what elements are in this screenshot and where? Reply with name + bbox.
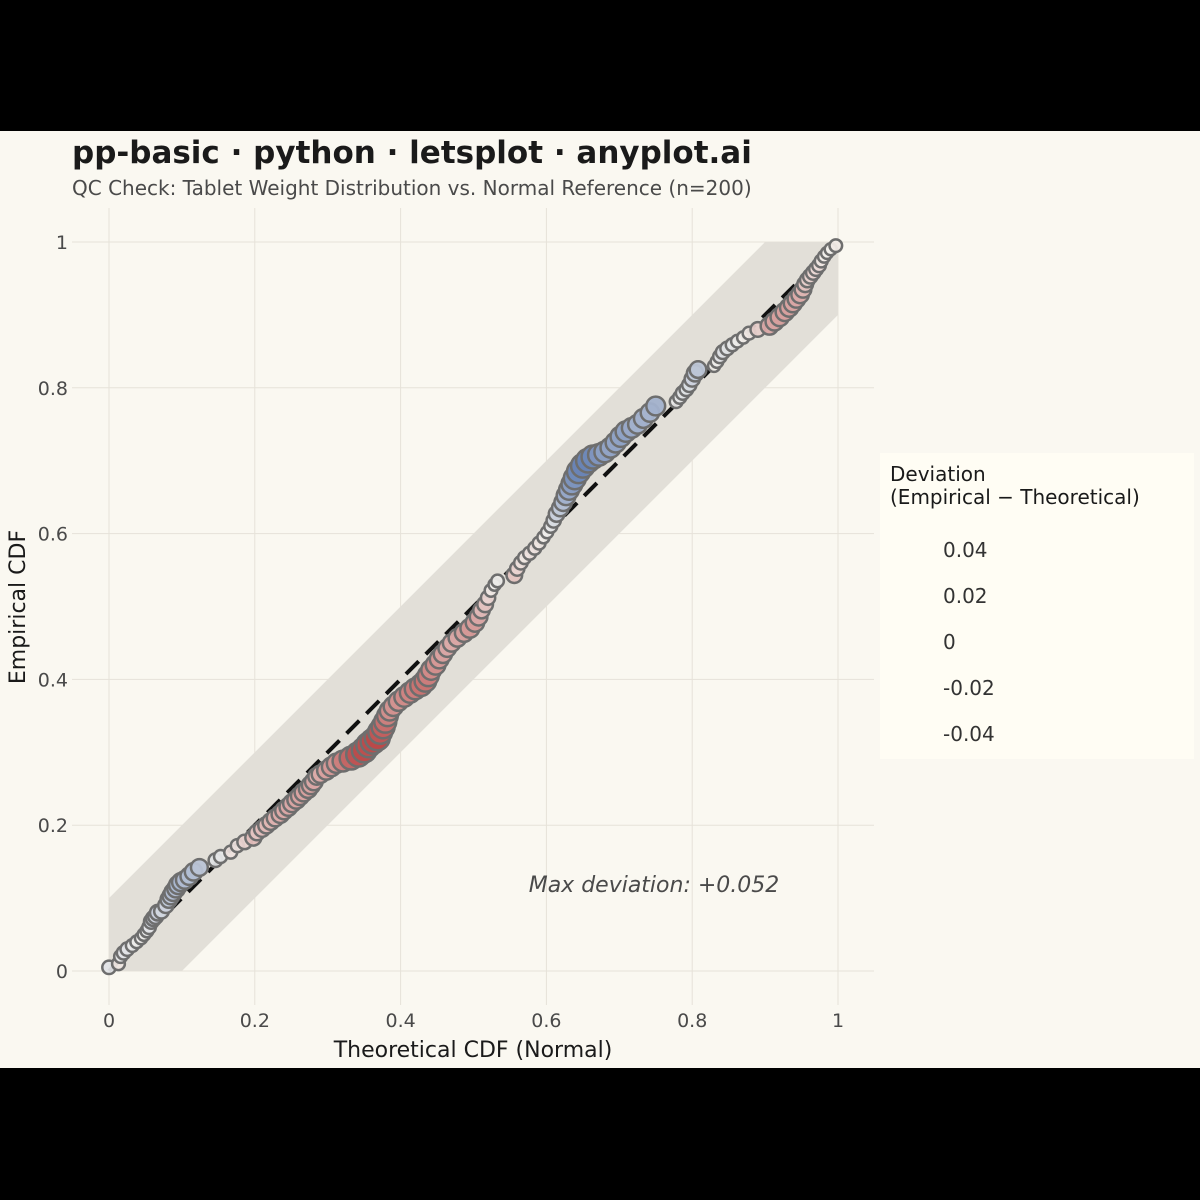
legend-title: Deviation (Empirical − Theoretical): [890, 463, 1140, 509]
legend-title-line2: (Empirical − Theoretical): [890, 485, 1140, 509]
x-axis-ticks: 0 0.2 0.4 0.6 0.8 1: [103, 1010, 844, 1032]
y-tick-label: 0.8: [38, 378, 68, 400]
x-tick-label: 0.6: [531, 1010, 561, 1032]
y-tick-label: 0.2: [38, 815, 68, 837]
data-points: [101, 238, 844, 976]
legend-title-line1: Deviation: [890, 462, 986, 486]
legend-label-0-02: 0.02: [943, 584, 988, 608]
x-tick-label: 0.8: [677, 1010, 707, 1032]
legend-label-neg-0-02: -0.02: [943, 676, 995, 700]
y-tick-label: 1: [56, 232, 68, 254]
y-tick-label: 0.6: [38, 524, 68, 546]
data-point: [189, 857, 210, 878]
data-point: [645, 395, 667, 417]
legend-label-0-04: 0.04: [943, 538, 988, 562]
max-deviation-annotation: Max deviation: +0.052: [529, 873, 780, 898]
y-tick-label: 0.4: [38, 669, 68, 691]
chart-title: pp-basic · python · letsplot · anyplot.a…: [72, 135, 752, 171]
y-tick-label: 0: [56, 961, 68, 983]
x-tick-label: 0: [103, 1010, 115, 1032]
data-point: [828, 238, 844, 254]
x-axis-label: Theoretical CDF (Normal): [333, 1038, 613, 1063]
x-tick-label: 1: [832, 1010, 844, 1032]
legend-label-neg-0-04: -0.04: [943, 722, 995, 746]
data-point: [490, 573, 506, 589]
y-axis-ticks: 0 0.2 0.4 0.6 0.8 1: [38, 232, 68, 983]
chart-subtitle: QC Check: Tablet Weight Distribution vs.…: [72, 176, 752, 200]
legend-label-0: 0: [943, 630, 956, 654]
x-tick-label: 0.2: [240, 1010, 270, 1032]
data-point: [688, 360, 708, 380]
y-axis-label: Empirical CDF: [6, 530, 31, 684]
x-tick-label: 0.4: [385, 1010, 415, 1032]
legend: [880, 453, 1194, 759]
